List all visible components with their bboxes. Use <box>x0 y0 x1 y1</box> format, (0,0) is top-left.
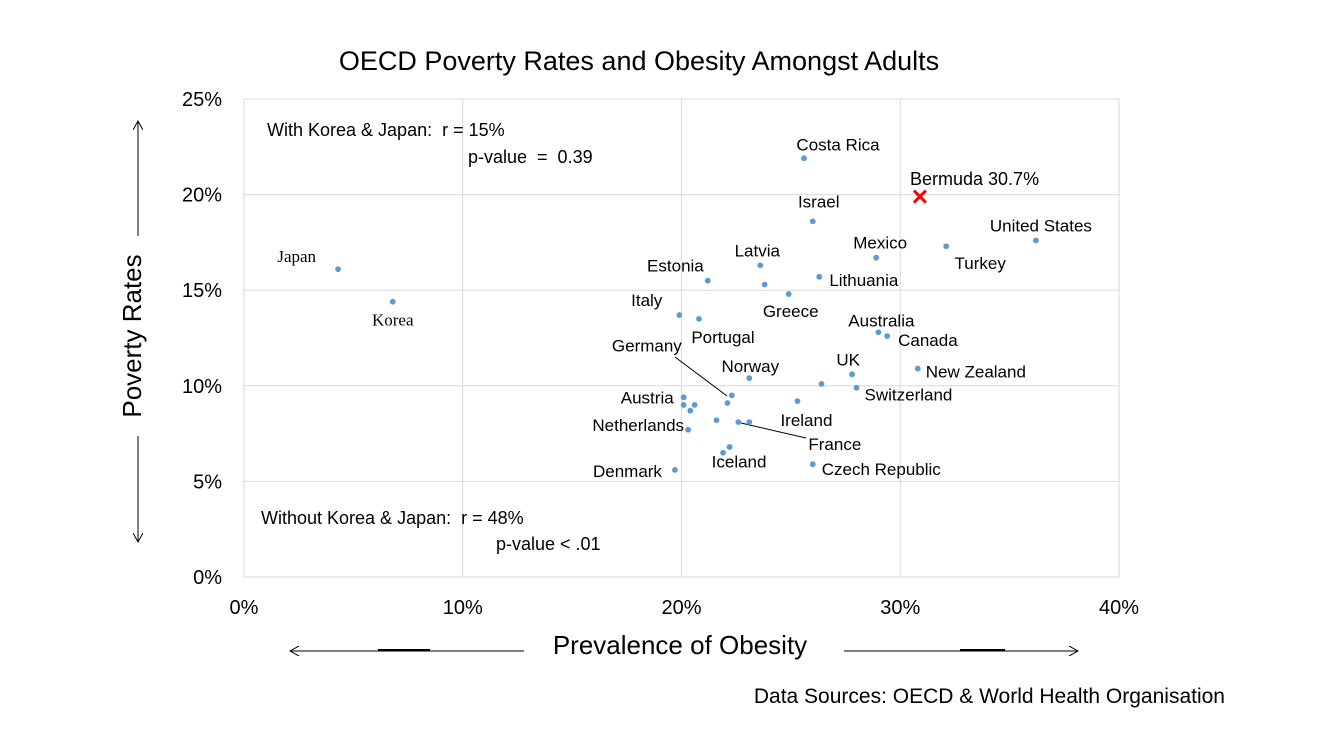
data-point <box>728 392 735 399</box>
point-label: Mexico <box>853 234 907 253</box>
data-point <box>818 380 825 387</box>
point-label: Estonia <box>647 257 704 276</box>
point-label: Lithuania <box>829 271 899 290</box>
x-tick-label: 40% <box>1099 597 1139 619</box>
data-point <box>726 444 733 450</box>
data-point <box>389 298 396 305</box>
annotation-without-line2: p-value < .01 <box>496 534 601 554</box>
point-label: Turkey <box>955 254 1007 273</box>
data-point <box>691 402 698 408</box>
data-points <box>335 155 1039 473</box>
data-point <box>801 155 807 162</box>
point-label: Iceland <box>712 453 767 472</box>
annotation-with-line2: p-value = 0.39 <box>468 147 593 167</box>
data-point <box>746 419 753 426</box>
chart-title: OECD Poverty Rates and Obesity Amongst A… <box>339 46 939 76</box>
data-point <box>757 262 764 269</box>
data-point <box>672 467 678 473</box>
x-tick-label: 10% <box>443 597 483 619</box>
y-tick-label: 15% <box>182 280 222 302</box>
point-label: Denmark <box>593 462 662 481</box>
data-point <box>746 375 753 382</box>
annotation-without-line1: Without Korea & Japan: r = 48% <box>261 508 524 528</box>
grid <box>243 98 1120 578</box>
point-label: Japan <box>277 247 316 266</box>
data-point <box>884 333 891 339</box>
data-point <box>809 218 816 225</box>
y-tick-label: 25% <box>182 89 222 111</box>
point-label: France <box>808 435 861 454</box>
data-point <box>1032 237 1039 244</box>
data-source: Data Sources: OECD & World Health Organi… <box>754 685 1225 708</box>
data-point <box>724 400 731 406</box>
data-point <box>687 407 694 414</box>
data-point <box>914 365 921 372</box>
y-tick-label: 20% <box>182 185 222 207</box>
x-tick-label: 20% <box>661 597 701 619</box>
y-tick-label: 10% <box>182 376 222 398</box>
point-label: Austria <box>621 388 674 407</box>
point-label: Netherlands <box>592 416 684 435</box>
point-label: United States <box>990 216 1092 235</box>
data-point <box>335 266 341 273</box>
bermuda-label: Bermuda 30.7% <box>910 169 1039 189</box>
data-point <box>735 419 742 426</box>
point-label: Korea <box>372 311 414 330</box>
data-point <box>713 417 720 424</box>
x-tick-label: 30% <box>880 597 920 619</box>
data-point <box>875 329 882 336</box>
x-tick-labels: 0% 10% 20% 30% 40% <box>230 597 1140 619</box>
data-point <box>720 449 726 456</box>
data-point <box>696 315 702 322</box>
france-leader-line <box>740 422 807 439</box>
point-labels: Japan Korea Costa Rica Israel United States T… <box>277 135 1092 481</box>
y-tick-label: 5% <box>193 471 222 493</box>
annotation-with-line1: With Korea & Japan: r = 15% <box>267 120 505 140</box>
point-label: Israel <box>798 192 840 211</box>
data-point <box>685 426 691 433</box>
data-point <box>704 277 711 284</box>
germany-leader-line <box>674 356 728 397</box>
data-point <box>676 312 683 318</box>
point-label: New Zealand <box>926 363 1026 382</box>
point-label: UK <box>836 350 860 369</box>
data-point <box>680 394 687 401</box>
data-point <box>853 384 860 391</box>
y-tick-label: 0% <box>193 567 222 589</box>
point-label: Canada <box>898 331 958 350</box>
x-tick-label: 0% <box>230 597 259 619</box>
point-label: Ireland <box>780 411 832 430</box>
data-point <box>761 281 768 288</box>
data-point <box>849 371 856 378</box>
point-label: Germany <box>612 336 682 355</box>
point-label: Australia <box>848 311 915 330</box>
data-point <box>680 402 687 408</box>
y-tick-labels: 0% 5% 10% 15% 20% 25% <box>182 89 222 589</box>
point-label: Portugal <box>691 328 754 347</box>
point-label: Italy <box>631 291 663 310</box>
point-label: Latvia <box>735 241 781 260</box>
highlight-marker <box>912 189 927 204</box>
data-point <box>809 461 816 468</box>
point-label: Costa Rica <box>796 135 880 154</box>
data-point <box>943 243 950 250</box>
data-point <box>873 254 880 261</box>
point-label: Switzerland <box>865 386 953 405</box>
data-point <box>816 273 823 280</box>
x-axis-label: Prevalence of Obesity <box>553 630 807 660</box>
point-label: Czech Republic <box>822 460 942 479</box>
bermuda-highlight <box>912 189 927 204</box>
y-axis-label: Poverty Rates <box>117 254 147 417</box>
point-label: Norway <box>722 357 780 376</box>
data-point <box>794 398 801 404</box>
point-label: Greece <box>763 302 819 321</box>
data-point <box>785 291 792 297</box>
